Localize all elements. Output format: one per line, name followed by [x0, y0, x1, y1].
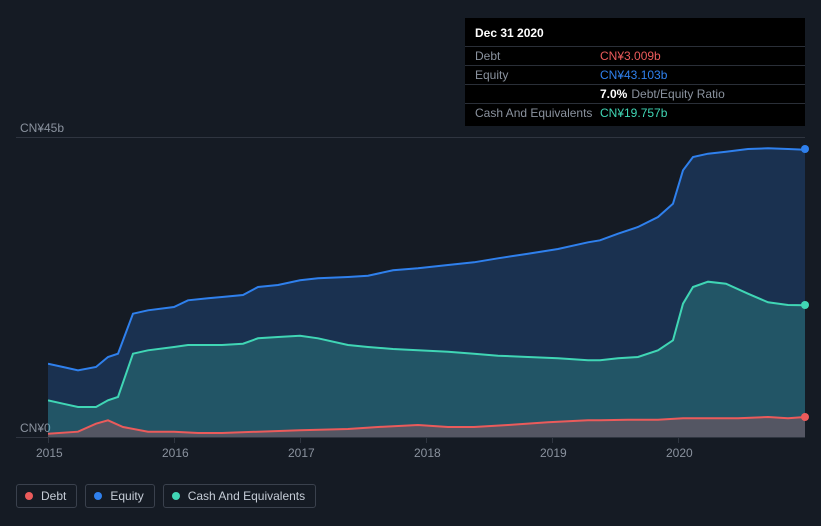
tooltip-ratio-pct: 7.0% — [600, 87, 627, 101]
tooltip-row-ratio: 7.0% Debt/Equity Ratio — [465, 85, 805, 104]
tooltip-label: Equity — [475, 68, 600, 82]
x-axis-label: 2016 — [162, 446, 189, 460]
tooltip-label: Cash And Equivalents — [475, 106, 600, 120]
x-tick — [678, 437, 679, 443]
tooltip-row-cash: Cash And Equivalents CN¥19.757b — [465, 104, 805, 122]
series-end-dot — [801, 413, 809, 421]
x-tick — [426, 437, 427, 443]
y-axis-label-min: CN¥0 — [20, 421, 51, 435]
tooltip-ratio-suffix: Debt/Equity Ratio — [631, 87, 724, 101]
legend-label: Debt — [41, 489, 66, 503]
grid-line-bottom — [16, 437, 805, 438]
series-end-dot — [801, 301, 809, 309]
tooltip-row-debt: Debt CN¥3.009b — [465, 47, 805, 66]
tooltip-label: Debt — [475, 49, 600, 63]
tooltip-row-equity: Equity CN¥43.103b — [465, 66, 805, 85]
x-tick — [300, 437, 301, 443]
series-end-dot — [801, 145, 809, 153]
area-chart[interactable] — [48, 137, 805, 437]
x-axis-label: 2017 — [288, 446, 315, 460]
x-tick — [552, 437, 553, 443]
legend-dot-icon — [94, 492, 102, 500]
tooltip-value: CN¥19.757b — [600, 106, 667, 120]
x-tick — [48, 437, 49, 443]
x-axis-label: 2015 — [36, 446, 63, 460]
legend-item-debt[interactable]: Debt — [16, 484, 77, 508]
legend-label: Equity — [110, 489, 143, 503]
tooltip-date: Dec 31 2020 — [465, 24, 805, 47]
y-axis-label-max: CN¥45b — [20, 121, 64, 135]
chart-tooltip: Dec 31 2020 Debt CN¥3.009b Equity CN¥43.… — [465, 18, 805, 126]
legend-label: Cash And Equivalents — [188, 489, 305, 503]
legend-item-equity[interactable]: Equity — [85, 484, 154, 508]
tooltip-value: CN¥3.009b — [600, 49, 661, 63]
legend-dot-icon — [25, 492, 33, 500]
tooltip-value: CN¥43.103b — [600, 68, 667, 82]
legend: Debt Equity Cash And Equivalents — [16, 484, 316, 508]
legend-dot-icon — [172, 492, 180, 500]
x-axis-label: 2019 — [540, 446, 567, 460]
tooltip-label — [475, 87, 600, 101]
legend-item-cash[interactable]: Cash And Equivalents — [163, 484, 316, 508]
x-axis-label: 2018 — [414, 446, 441, 460]
x-tick — [174, 437, 175, 443]
x-axis-label: 2020 — [666, 446, 693, 460]
